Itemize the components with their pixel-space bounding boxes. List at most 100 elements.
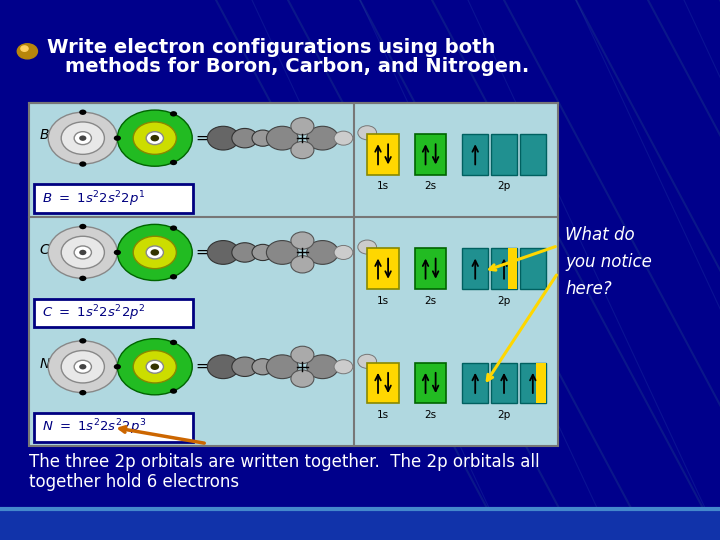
Circle shape [232, 243, 258, 262]
Circle shape [79, 364, 86, 369]
Circle shape [170, 274, 177, 280]
Circle shape [74, 360, 91, 373]
FancyBboxPatch shape [491, 134, 517, 174]
Circle shape [17, 44, 37, 59]
Circle shape [146, 360, 163, 373]
Circle shape [79, 338, 86, 343]
Circle shape [117, 339, 192, 395]
Text: B: B [40, 129, 49, 143]
Circle shape [358, 354, 377, 368]
Circle shape [146, 132, 163, 145]
Text: $C$ $=$ $1s^2 2s^2 2p^2$: $C$ $=$ $1s^2 2s^2 2p^2$ [42, 303, 145, 323]
Circle shape [334, 360, 353, 374]
Circle shape [79, 275, 86, 281]
Circle shape [291, 370, 314, 387]
Circle shape [291, 232, 314, 249]
Circle shape [133, 350, 176, 383]
Text: 1s: 1s [377, 181, 389, 192]
Circle shape [79, 390, 86, 395]
Circle shape [74, 246, 91, 259]
FancyBboxPatch shape [462, 134, 488, 174]
Text: 2s: 2s [425, 296, 436, 306]
Text: The three 2p orbitals are written together.  The 2p orbitals all: The three 2p orbitals are written togeth… [29, 453, 539, 471]
FancyBboxPatch shape [536, 363, 546, 403]
Circle shape [146, 246, 163, 259]
Circle shape [207, 240, 239, 264]
Circle shape [74, 132, 91, 145]
Circle shape [79, 110, 86, 115]
FancyBboxPatch shape [520, 134, 546, 174]
Circle shape [358, 126, 377, 140]
Circle shape [232, 357, 258, 376]
Text: $N$ $=$ $1s^2 2s^2 2p^3$: $N$ $=$ $1s^2 2s^2 2p^3$ [42, 417, 146, 437]
Text: $B$ $=$ $1s^2 2s^2 2p^1$: $B$ $=$ $1s^2 2s^2 2p^1$ [42, 189, 145, 208]
Circle shape [170, 340, 177, 345]
FancyBboxPatch shape [491, 248, 517, 289]
FancyBboxPatch shape [0, 510, 720, 540]
FancyBboxPatch shape [415, 134, 446, 174]
Circle shape [114, 136, 121, 141]
FancyBboxPatch shape [415, 363, 446, 403]
Text: 2p: 2p [498, 181, 510, 192]
Circle shape [150, 363, 159, 370]
Circle shape [291, 118, 314, 135]
Text: C: C [40, 243, 50, 256]
Circle shape [79, 224, 86, 229]
FancyBboxPatch shape [462, 363, 488, 403]
Circle shape [79, 161, 86, 167]
Circle shape [61, 122, 104, 154]
Text: What do: What do [565, 226, 635, 244]
Text: here?: here? [565, 280, 612, 298]
Text: =: = [195, 359, 208, 374]
Text: 2p: 2p [498, 296, 510, 306]
Text: =: = [195, 131, 208, 146]
Circle shape [266, 355, 298, 379]
FancyBboxPatch shape [508, 248, 517, 289]
Circle shape [150, 249, 159, 255]
Text: 1s: 1s [377, 296, 389, 306]
Circle shape [114, 249, 121, 255]
Circle shape [48, 341, 117, 393]
Text: together hold 6 electrons: together hold 6 electrons [29, 472, 239, 491]
FancyBboxPatch shape [491, 363, 517, 403]
FancyBboxPatch shape [367, 248, 399, 289]
Circle shape [150, 135, 159, 141]
Text: 1s: 1s [377, 410, 389, 420]
Text: 2s: 2s [425, 181, 436, 192]
Circle shape [266, 126, 298, 150]
Circle shape [291, 141, 314, 159]
Circle shape [79, 136, 86, 141]
Circle shape [117, 225, 192, 280]
FancyBboxPatch shape [462, 248, 488, 289]
FancyBboxPatch shape [367, 363, 399, 403]
FancyBboxPatch shape [367, 134, 399, 174]
Circle shape [358, 240, 377, 254]
FancyBboxPatch shape [29, 103, 558, 446]
Circle shape [307, 126, 338, 150]
Text: 2p: 2p [498, 410, 510, 420]
Circle shape [79, 249, 86, 255]
Circle shape [21, 46, 28, 51]
Circle shape [334, 131, 353, 145]
Circle shape [117, 110, 192, 166]
Circle shape [232, 129, 258, 148]
Circle shape [307, 355, 338, 379]
Circle shape [266, 240, 298, 264]
Circle shape [48, 226, 117, 279]
FancyBboxPatch shape [520, 363, 546, 403]
Circle shape [291, 346, 314, 363]
Circle shape [252, 359, 274, 375]
Circle shape [170, 160, 177, 165]
Circle shape [334, 245, 353, 259]
Text: you notice: you notice [565, 253, 652, 271]
Circle shape [291, 256, 314, 273]
Circle shape [307, 240, 338, 264]
FancyBboxPatch shape [34, 299, 193, 327]
Text: N: N [40, 357, 50, 371]
Circle shape [207, 126, 239, 150]
FancyBboxPatch shape [520, 248, 546, 289]
Circle shape [252, 130, 274, 146]
Circle shape [61, 237, 104, 268]
Text: =: = [195, 245, 208, 260]
FancyBboxPatch shape [34, 185, 193, 213]
